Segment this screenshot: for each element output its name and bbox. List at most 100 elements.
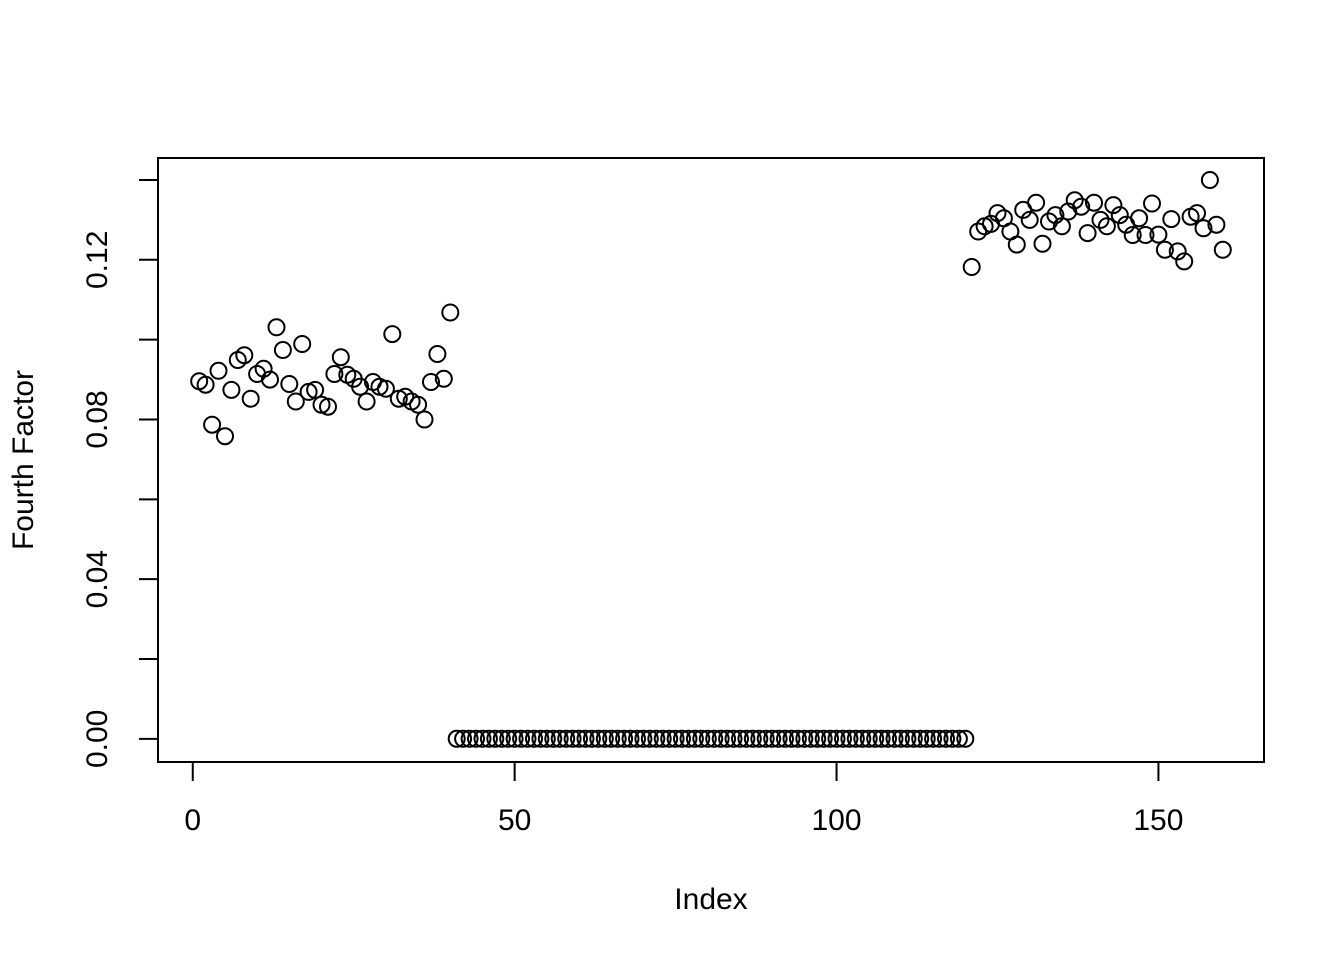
- x-axis-title: Index: [674, 883, 747, 916]
- data-point-circle: [1175, 252, 1194, 271]
- data-point-circle: [486, 729, 505, 748]
- data-point-circle: [415, 410, 434, 429]
- data-point-circle: [1130, 209, 1149, 228]
- data-point-circle: [447, 729, 466, 748]
- data-point-circle: [692, 729, 711, 748]
- data-point-circle: [1155, 240, 1174, 259]
- y-tick-label: 0.08: [81, 390, 114, 448]
- x-tick-label: 0: [184, 804, 201, 837]
- data-point-circle: [383, 325, 402, 344]
- data-point-circle: [267, 318, 286, 337]
- data-point-circle: [608, 729, 627, 748]
- data-point-circle: [467, 729, 485, 748]
- data-point-circle: [1104, 196, 1123, 215]
- data-point-circle: [1207, 215, 1226, 234]
- x-tick-label: 100: [812, 804, 862, 837]
- data-point-circle: [505, 729, 524, 748]
- y-tick-label: 0.12: [81, 231, 114, 289]
- data-point-circle: [589, 729, 608, 748]
- data-point-circle: [537, 729, 556, 748]
- data-point-circle: [1168, 242, 1187, 261]
- data-point-circle: [254, 359, 273, 378]
- data-point-circle: [1091, 210, 1110, 229]
- data-point-circle: [898, 729, 917, 748]
- data-point-circle: [293, 335, 312, 353]
- data-point-circle: [441, 303, 460, 322]
- data-point-circle: [216, 427, 234, 446]
- data-point-circle: [1072, 197, 1091, 216]
- data-point-circle: [512, 729, 531, 748]
- data-point-circle: [956, 729, 975, 748]
- data-point-circle: [917, 729, 936, 748]
- x-tick-label: 50: [498, 804, 531, 837]
- y-axis-title: Fourth Factor: [7, 370, 40, 550]
- data-point-circle: [544, 729, 563, 748]
- data-point-circle: [563, 729, 582, 748]
- x-axis: 0 50 100 150: [184, 762, 1183, 837]
- data-point-circle: [319, 397, 337, 416]
- data-point-circle: [634, 729, 653, 748]
- data-point-circle: [570, 729, 588, 748]
- data-point-circle: [325, 365, 344, 383]
- data-point-circle: [280, 375, 299, 393]
- data-point-circle: [376, 379, 395, 398]
- data-point-circle: [731, 729, 749, 748]
- data-point-circle: [653, 729, 672, 748]
- data-point-circle: [286, 392, 305, 411]
- data-point-circle: [357, 392, 376, 411]
- data-point-circle: [222, 380, 241, 399]
- data-point-circle: [1123, 226, 1142, 244]
- data-point-circle: [711, 729, 730, 748]
- data-point-circle: [911, 729, 930, 748]
- data-point-circle: [595, 729, 614, 748]
- data-point-circle: [872, 729, 891, 748]
- data-point-circle: [1020, 210, 1039, 229]
- data-point-circle: [615, 729, 634, 748]
- data-point-circle: [1033, 234, 1052, 253]
- data-point-circle: [241, 389, 260, 408]
- data-point-circle: [273, 341, 292, 359]
- data-point-circle: [660, 729, 679, 748]
- data-point-circle: [737, 729, 756, 748]
- plot-box: [157, 157, 1265, 763]
- data-point-circle: [261, 370, 279, 389]
- data-point-circle: [866, 729, 885, 748]
- data-point-circle: [705, 729, 724, 748]
- data-point-circle: [937, 729, 955, 748]
- data-point-circle: [924, 729, 943, 748]
- data-point-circle: [859, 729, 878, 748]
- data-point-circle: [582, 729, 601, 748]
- data-point-circle: [621, 729, 640, 748]
- data-point-circle: [1007, 235, 1026, 254]
- data-point-circle: [1065, 191, 1084, 210]
- data-point-circle: [769, 729, 788, 748]
- data-point-circle: [209, 361, 228, 380]
- data-point-circle: [1136, 226, 1155, 244]
- data-point-circle: [750, 729, 769, 748]
- data-point-circle: [428, 345, 447, 363]
- data-point-circle: [576, 729, 595, 748]
- data-point-circle: [473, 729, 492, 748]
- data-point-circle: [885, 729, 904, 748]
- y-axis: 0.00 0.04 0.08 0.12: [81, 178, 158, 768]
- data-point-circle: [743, 729, 762, 748]
- data-point-circle: [1027, 193, 1046, 212]
- data-point-circle: [1085, 193, 1103, 212]
- data-point-circle: [454, 729, 473, 748]
- data-point-circle: [814, 729, 833, 748]
- data-point-circle: [840, 729, 859, 748]
- data-point-circle: [776, 729, 794, 748]
- data-point-circle: [718, 729, 737, 748]
- data-point-circle: [1110, 206, 1129, 225]
- data-point-circle: [853, 729, 872, 748]
- data-point-circle: [846, 729, 865, 748]
- data-point-circle: [1052, 217, 1071, 236]
- data-point-circle: [525, 729, 543, 748]
- data-point-circle: [1213, 240, 1232, 259]
- data-point-circle: [1200, 171, 1219, 189]
- data-point-circle: [1143, 194, 1161, 213]
- data-point-circle: [756, 729, 775, 748]
- data-points: [190, 171, 1232, 748]
